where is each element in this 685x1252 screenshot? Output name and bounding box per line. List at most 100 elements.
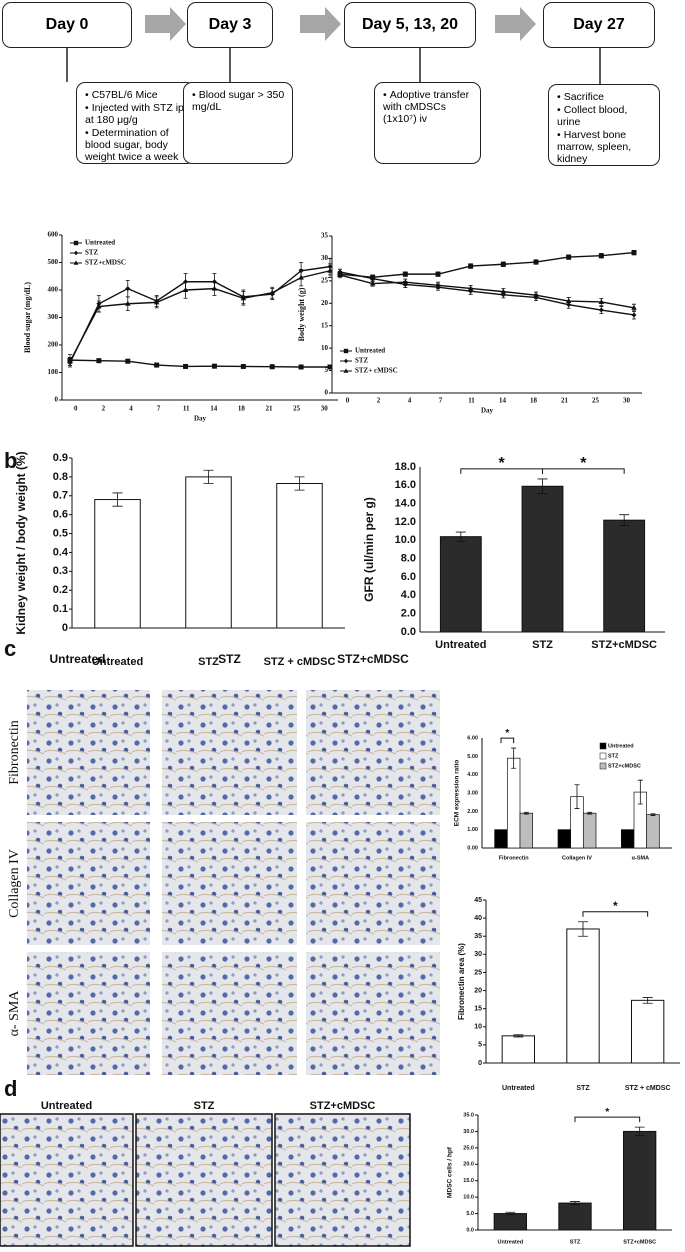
y-tick-label: 30	[474, 951, 482, 958]
point	[631, 250, 637, 256]
error-bar	[112, 492, 123, 507]
bar	[185, 476, 232, 629]
point	[533, 259, 539, 265]
y-tick-label: 12.0	[395, 516, 416, 528]
flow-arrow	[495, 7, 536, 41]
x-tick-label: 30	[321, 405, 329, 413]
y-tick-label: 5.0	[466, 1211, 474, 1217]
legend-label: Untreated	[355, 347, 385, 355]
x-tick-label: 2	[102, 405, 106, 413]
y-tick-label: 100	[48, 368, 59, 376]
significance-label: *	[605, 1106, 610, 1118]
micrograph	[27, 690, 150, 815]
point	[337, 269, 343, 275]
point	[183, 363, 189, 369]
point	[598, 307, 604, 313]
x-tick-label: 7	[439, 397, 443, 405]
point	[240, 295, 247, 301]
x-tick-label: 18	[238, 405, 246, 413]
detail-item: C57BL/6 Mice	[85, 89, 189, 101]
micrograph	[162, 822, 297, 945]
bar	[94, 499, 141, 629]
detail-box: Blood sugar > 350 mg/dL	[183, 82, 293, 164]
point	[298, 268, 304, 274]
y-axis-label: Fibronectin area (%)	[457, 943, 466, 1020]
error-bar	[619, 514, 630, 527]
y-tick-label: 35	[474, 933, 482, 940]
point	[182, 287, 189, 292]
x-tick-label: 18	[530, 397, 538, 405]
point	[566, 254, 572, 260]
bar	[646, 814, 660, 849]
detail-item: Collect blood, urine	[557, 104, 653, 128]
error-bar	[523, 811, 529, 815]
legend-marker	[73, 260, 79, 265]
error-bar	[587, 811, 593, 815]
error-bar	[570, 1201, 580, 1206]
column-header: STZ+cMDSC	[337, 652, 409, 666]
x-tick-label: STZ	[532, 639, 553, 651]
y-tick-label: 20	[474, 987, 482, 994]
x-tick-label: 21	[561, 397, 569, 405]
line	[69, 359, 330, 368]
point	[533, 292, 539, 298]
point	[269, 364, 275, 370]
legend-label: STZ	[85, 249, 99, 257]
line	[69, 265, 331, 364]
panel-letter: b	[4, 448, 17, 473]
bar	[558, 1202, 592, 1231]
x-tick-label: STZ + cMDSC	[264, 656, 336, 668]
line	[339, 251, 635, 278]
y-tick-label: 10.0	[463, 1195, 474, 1201]
x-axis-label: Day	[194, 415, 207, 423]
error-bar	[637, 779, 643, 805]
point	[598, 298, 605, 304]
y-axis-label: Kidney weight / body weight (%)	[14, 451, 28, 634]
point	[211, 363, 217, 369]
legend-label: Untreated	[608, 743, 634, 749]
y-tick-label: 500	[48, 258, 59, 266]
x-tick-label: STZ+cMDSC	[623, 1239, 656, 1245]
y-tick-label: 40	[474, 915, 482, 922]
y-tick-label: 25.0	[463, 1145, 474, 1151]
detail-list: Blood sugar > 350 mg/dL	[192, 89, 286, 113]
detail-list: C57BL/6 MiceInjected with STZ ip at 180 …	[85, 89, 189, 163]
y-tick-label: 0	[325, 389, 329, 397]
y-tick-label: 0.9	[53, 452, 68, 464]
point	[327, 364, 333, 370]
micrograph	[162, 952, 297, 1075]
point	[435, 282, 441, 288]
legend-label: STZ	[608, 753, 619, 759]
x-axis-label: Day	[481, 407, 494, 415]
legend-marker	[343, 368, 349, 373]
y-tick-label: 8.0	[401, 553, 416, 565]
x-tick-label: STZ	[198, 656, 219, 668]
bar	[582, 812, 597, 849]
bar	[623, 1130, 657, 1231]
row-label: α- SMA	[7, 990, 22, 1037]
column-header: Untreated	[49, 652, 105, 666]
legend-swatch	[599, 752, 607, 760]
y-tick-label: 0.0	[401, 626, 416, 638]
detail-box: SacrificeCollect blood, urineHarvest bon…	[548, 84, 660, 166]
y-tick-label: 35	[321, 232, 329, 240]
y-tick-label: 0.6	[53, 509, 68, 521]
y-tick-label: 5	[478, 1042, 482, 1049]
point	[631, 312, 637, 318]
point	[337, 272, 343, 278]
micrograph	[27, 952, 150, 1075]
y-tick-label: 2.00	[467, 809, 478, 815]
legend-marker	[73, 240, 79, 246]
legend-label: STZ	[355, 357, 369, 365]
micrograph	[306, 690, 440, 815]
error-bar	[294, 476, 305, 491]
point	[631, 304, 637, 310]
detail-list: Adoptive transfer with cMDSCs (1x10⁷) iv	[383, 89, 474, 125]
y-tick-label: 5	[325, 366, 329, 374]
significance-bracket	[542, 468, 625, 474]
error-bar	[505, 1211, 516, 1216]
y-tick-label: 6.00	[467, 735, 478, 741]
point	[125, 300, 131, 306]
bar	[603, 519, 646, 633]
